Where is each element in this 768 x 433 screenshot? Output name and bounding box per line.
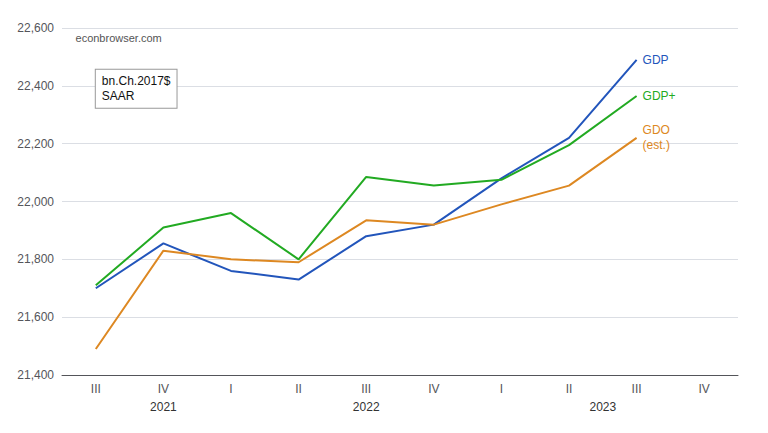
- svg-text:I: I: [500, 382, 503, 396]
- svg-text:22,000: 22,000: [17, 195, 54, 209]
- svg-text:21,800: 21,800: [17, 252, 54, 266]
- svg-text:GDP+: GDP+: [643, 89, 676, 103]
- svg-text:GDO: GDO: [643, 123, 670, 137]
- svg-text:21,400: 21,400: [17, 368, 54, 382]
- svg-text:2023: 2023: [589, 400, 616, 414]
- svg-text:2021: 2021: [150, 400, 177, 414]
- svg-text:IV: IV: [428, 382, 439, 396]
- svg-text:I: I: [229, 382, 232, 396]
- svg-text:econbrowser.com: econbrowser.com: [76, 32, 162, 44]
- svg-text:bn.Ch.2017$: bn.Ch.2017$: [102, 74, 171, 88]
- svg-text:22,200: 22,200: [17, 137, 54, 151]
- svg-text:II: II: [295, 382, 302, 396]
- svg-text:21,600: 21,600: [17, 310, 54, 324]
- svg-text:2022: 2022: [353, 400, 380, 414]
- svg-text:IV: IV: [699, 382, 710, 396]
- svg-text:(est.): (est.): [643, 138, 670, 152]
- svg-text:GDP: GDP: [643, 53, 669, 67]
- svg-text:III: III: [91, 382, 101, 396]
- svg-text:22,600: 22,600: [17, 21, 54, 35]
- svg-text:III: III: [361, 382, 371, 396]
- svg-text:II: II: [566, 382, 573, 396]
- svg-text:22,400: 22,400: [17, 79, 54, 93]
- svg-text:SAAR: SAAR: [102, 89, 135, 103]
- svg-text:IV: IV: [158, 382, 169, 396]
- svg-text:III: III: [632, 382, 642, 396]
